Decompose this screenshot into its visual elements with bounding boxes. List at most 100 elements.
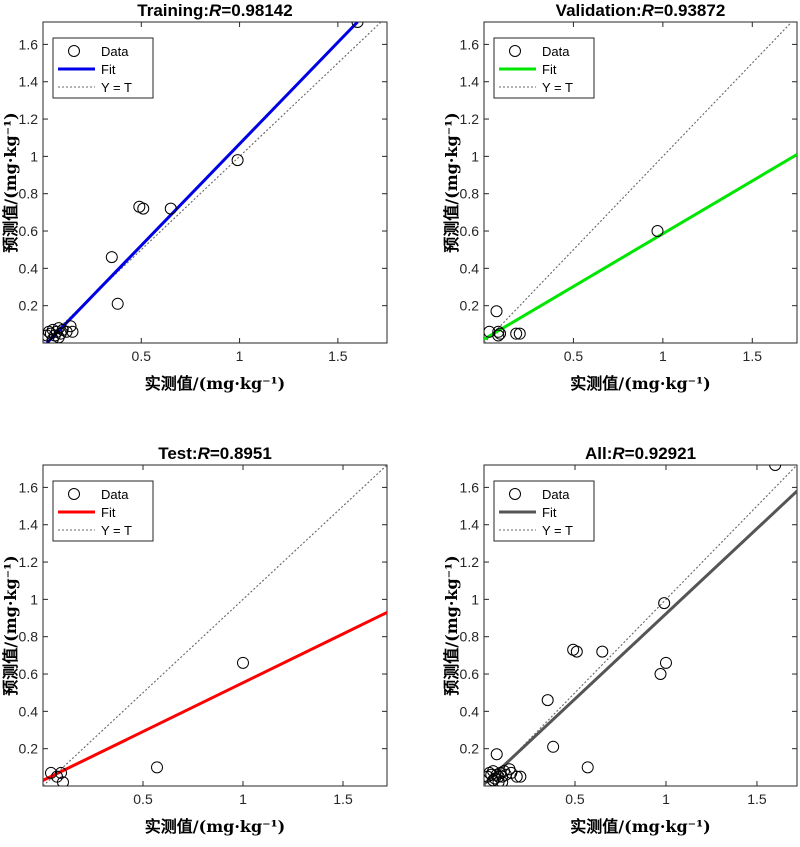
x-tick-label: 1 <box>662 791 670 807</box>
data-point <box>46 333 59 343</box>
data-point <box>105 251 118 264</box>
y-tick-label: 0.6 <box>19 666 39 682</box>
y-tick-label: 0.6 <box>460 666 480 682</box>
title-r-value: =0.92921 <box>625 444 696 463</box>
x-axis-label: 实测值/(mg·kg⁻¹) <box>570 374 710 393</box>
title-r-value: =0.93872 <box>654 1 725 20</box>
data-point <box>547 740 560 753</box>
y-tick-label: 1.6 <box>19 479 39 495</box>
identity-line <box>484 465 797 786</box>
data-point <box>513 327 526 340</box>
fit-line <box>484 490 797 786</box>
data-point <box>514 770 527 783</box>
legend-data-marker <box>68 45 80 57</box>
legend-label: Y = T <box>101 80 132 95</box>
title-r-value: =0.8951 <box>210 444 272 463</box>
data-point <box>137 202 150 215</box>
x-tick-label: 1.5 <box>333 791 353 807</box>
data-point <box>55 766 67 779</box>
x-tick-label: 1.5 <box>743 348 763 364</box>
y-tick-label: 1.6 <box>19 36 39 52</box>
x-tick-label: 0.5 <box>132 348 152 364</box>
plot-content <box>43 465 387 786</box>
identity-line <box>484 22 793 343</box>
plot-content <box>484 22 797 343</box>
data-point <box>494 327 507 340</box>
y-tick-label: 1.6 <box>460 479 480 495</box>
y-tick-label: 1.2 <box>19 554 39 570</box>
chart-panel-3: All:R=0.92921 0.5 1 1.5 0.2 0.4 0.6 0.8 1 1.2 1.4 1… <box>442 444 798 836</box>
legend-label: Data <box>542 487 570 502</box>
title-r-symbol: R <box>612 444 625 463</box>
data-point <box>510 770 523 783</box>
data-point <box>541 694 554 707</box>
data-point <box>490 305 503 318</box>
data-point <box>596 645 609 658</box>
y-tick-label: 0.8 <box>19 186 39 202</box>
y-tick-label: 0.4 <box>460 703 480 719</box>
data-point <box>487 774 500 786</box>
y-tick-label: 0.4 <box>19 703 39 719</box>
legend-label: Fit <box>542 62 557 77</box>
identity-line <box>43 22 382 343</box>
y-tick-label: 1.2 <box>19 111 39 127</box>
y-tick-label: 0.4 <box>19 260 39 276</box>
legend-data-marker <box>509 45 521 57</box>
y-tick-label: 1 <box>30 148 38 164</box>
plot-content <box>43 22 382 343</box>
y-tick-label: 1 <box>30 591 38 607</box>
y-tick-label: 1.2 <box>460 554 480 570</box>
chart-title: Training:R=0.98142 <box>137 1 292 20</box>
y-tick-label: 1.2 <box>460 111 480 127</box>
plot-content <box>484 465 797 786</box>
title-prefix: All: <box>585 444 612 463</box>
y-tick-label: 1.4 <box>19 517 39 533</box>
x-axis-label: 实测值/(mg·kg⁻¹) <box>145 374 285 393</box>
x-axis-label: 实测值/(mg·kg⁻¹) <box>570 817 710 836</box>
legend-label: Y = T <box>542 523 573 538</box>
y-tick-label: 1.6 <box>460 36 480 52</box>
legend-data-marker <box>509 488 521 500</box>
y-axis-label: 预测值/(mg·kg⁻¹) <box>442 555 461 695</box>
chart-title: All:R=0.92921 <box>585 444 696 463</box>
title-prefix: Training: <box>137 1 209 20</box>
x-tick-label: 1 <box>239 791 247 807</box>
data-point <box>151 761 163 774</box>
title-r-symbol: R <box>642 1 655 20</box>
y-axis-label: 预测值/(mg·kg⁻¹) <box>442 112 461 252</box>
data-point <box>769 465 782 471</box>
y-tick-label: 1 <box>471 591 479 607</box>
y-tick-label: 0.8 <box>460 186 480 202</box>
data-point <box>510 327 523 340</box>
title-r-symbol: R <box>198 444 211 463</box>
y-tick-label: 1.4 <box>460 74 480 90</box>
y-tick-label: 0.2 <box>460 298 480 314</box>
legend-label: Y = T <box>542 80 573 95</box>
data-point <box>581 761 594 774</box>
chart-panel-1: Validation:R=0.93872 0.5 1 1.5 0.2 0.4 0.6 0.8 1… <box>442 1 798 393</box>
title-prefix: Test: <box>158 444 197 463</box>
x-tick-label: 0.5 <box>564 348 584 364</box>
chart-title: Validation:R=0.93872 <box>556 1 726 20</box>
data-point <box>492 776 505 786</box>
data-point <box>237 656 249 669</box>
chart-panel-0: Training:R=0.98142 0.5 1 1.5 0.2 0.4 0.6 0.8 1 1.… <box>1 1 388 393</box>
legend-label: Data <box>542 44 570 59</box>
x-tick-label: 1 <box>659 348 667 364</box>
x-tick-label: 1.5 <box>328 348 348 364</box>
y-tick-label: 0.8 <box>460 629 480 645</box>
y-tick-label: 0.8 <box>19 629 39 645</box>
identity-line <box>43 465 387 786</box>
fit-line <box>484 153 797 341</box>
data-point <box>492 325 505 338</box>
y-tick-label: 0.6 <box>19 223 39 239</box>
data-point <box>658 597 671 610</box>
y-axis-label: 预测值/(mg·kg⁻¹) <box>1 112 20 252</box>
data-point <box>492 329 505 342</box>
y-tick-label: 1.4 <box>460 517 480 533</box>
y-tick-label: 0.2 <box>19 741 39 757</box>
data-point <box>570 645 583 658</box>
data-point <box>57 776 69 786</box>
fit-line <box>45 22 359 343</box>
